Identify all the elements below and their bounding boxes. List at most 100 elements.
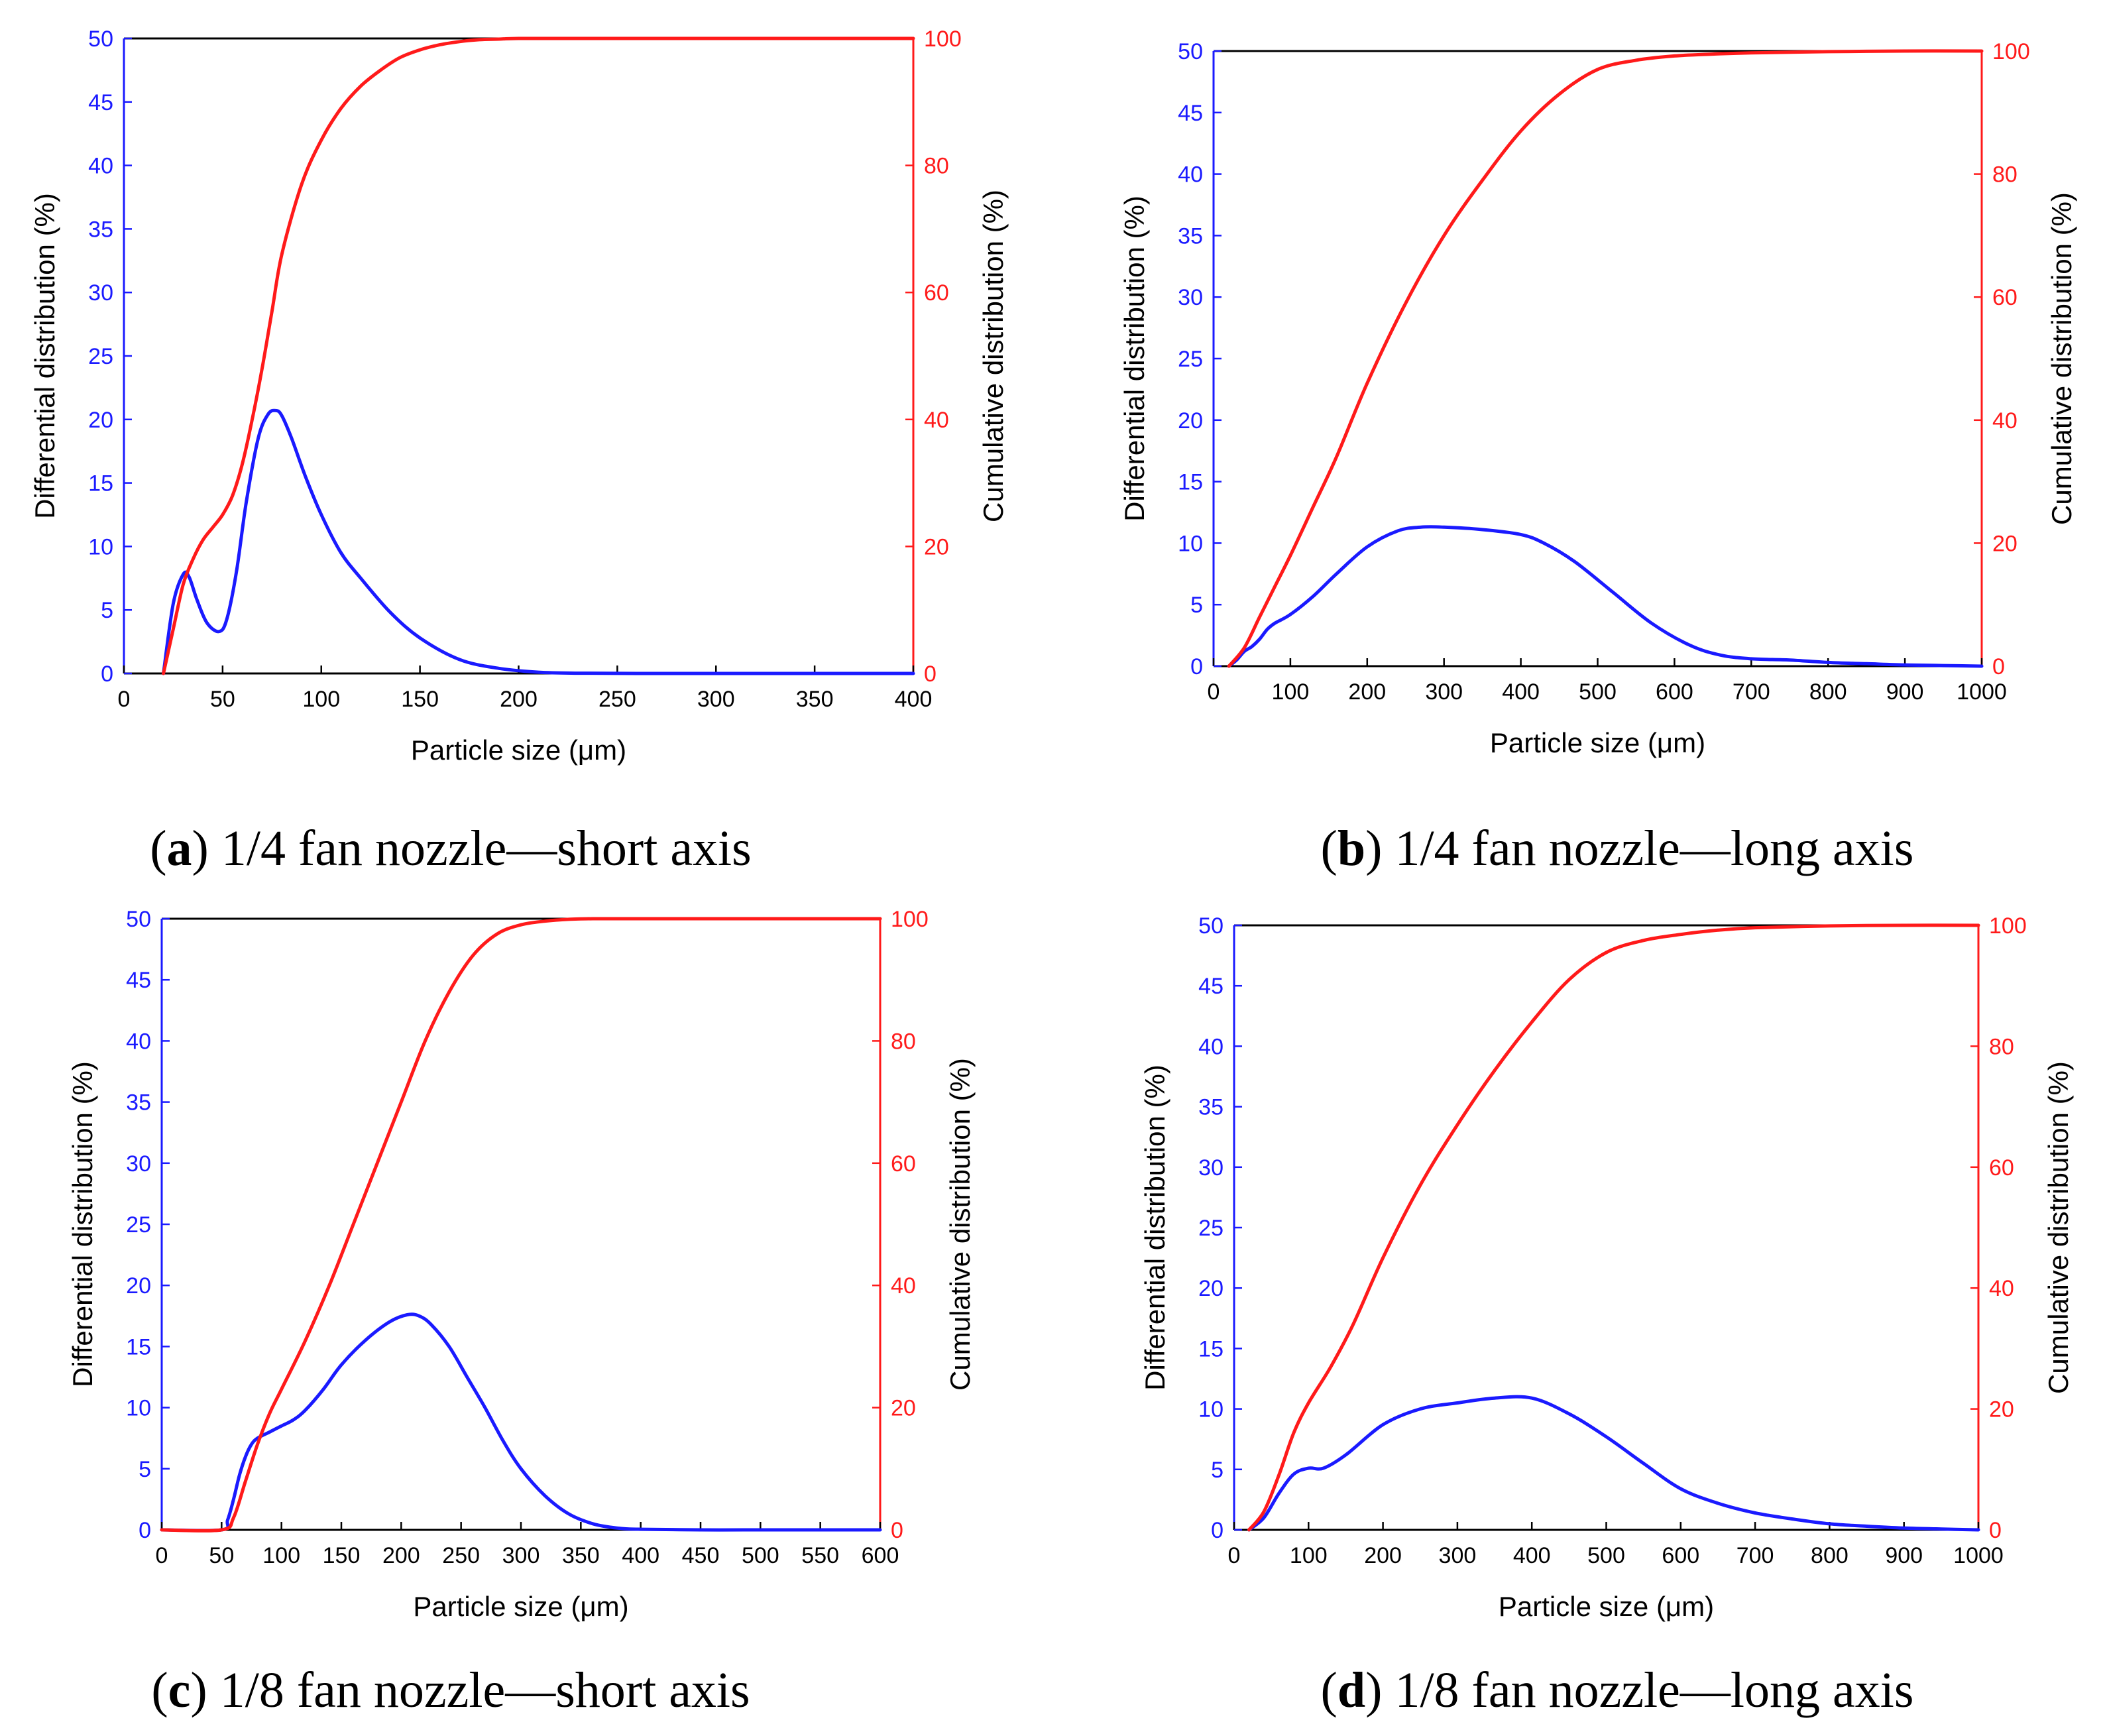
left-y-axis-title: Differential distribution (%) bbox=[1139, 1065, 1170, 1391]
left-y-tick-label: 25 bbox=[126, 1212, 151, 1238]
left-y-tick-label: 5 bbox=[101, 598, 113, 623]
right-y-tick-label: 20 bbox=[924, 534, 949, 559]
left-y-tick-label: 15 bbox=[1178, 470, 1203, 495]
left-y-tick-label: 0 bbox=[139, 1518, 151, 1543]
right-y-axis-title: Cumulative distribution (%) bbox=[2043, 1061, 2074, 1394]
left-y-tick-label: 45 bbox=[126, 968, 151, 993]
right-y-tick-label: 20 bbox=[891, 1396, 916, 1421]
caption-b: (b) 1/4 fan nozzle—long axis bbox=[1321, 821, 1914, 876]
right-y-tick-label: 40 bbox=[1992, 408, 2018, 434]
left-y-tick-label: 0 bbox=[1211, 1518, 1223, 1543]
right-y-tick-label: 100 bbox=[1989, 913, 2027, 939]
left-y-tick-label: 50 bbox=[1178, 39, 1203, 64]
left-y-tick-label: 35 bbox=[126, 1090, 151, 1116]
x-tick-label: 400 bbox=[1513, 1543, 1551, 1568]
right-y-tick-label: 80 bbox=[924, 154, 949, 179]
x-axis-title: Particle size (μm) bbox=[1499, 1591, 1714, 1622]
left-y-tick-label: 50 bbox=[88, 27, 113, 52]
left-y-tick-label: 10 bbox=[126, 1396, 151, 1421]
right-y-axis-title: Cumulative distribution (%) bbox=[978, 190, 1009, 522]
left-y-tick-label: 10 bbox=[88, 534, 113, 559]
x-tick-label: 200 bbox=[1348, 679, 1386, 705]
cumulative-distribution-line bbox=[1247, 923, 1980, 1532]
left-y-tick-label: 5 bbox=[1211, 1458, 1223, 1483]
panel-b: (b) 1/4 fan nozzle—long axis 0 100 200 300 4… bbox=[1119, 39, 2077, 876]
left-y-tick-label: 20 bbox=[126, 1273, 151, 1299]
x-tick-label: 350 bbox=[796, 687, 834, 712]
cumulative-distribution-line bbox=[1227, 49, 1984, 668]
x-tick-label: 100 bbox=[1290, 1543, 1328, 1568]
right-y-tick-label: 0 bbox=[924, 662, 937, 687]
left-y-tick-label: 50 bbox=[1198, 913, 1223, 939]
left-y-tick-label: 20 bbox=[88, 408, 113, 433]
panel-d: (d) 1/8 fan nozzle—long axis 0 100 200 300 4… bbox=[1139, 913, 2074, 1718]
right-y-tick-label: 40 bbox=[1989, 1276, 2014, 1301]
left-y-tick-label: 30 bbox=[126, 1151, 151, 1177]
right-y-tick-label: 80 bbox=[1992, 162, 2018, 188]
x-tick-label: 900 bbox=[1885, 1543, 1923, 1568]
right-y-tick-label: 20 bbox=[1992, 531, 2018, 556]
x-tick-label: 550 bbox=[801, 1543, 839, 1568]
left-y-tick-label: 45 bbox=[1178, 101, 1203, 126]
left-y-tick-label: 15 bbox=[88, 471, 113, 496]
x-tick-label: 50 bbox=[209, 1543, 234, 1568]
left-y-tick-label: 0 bbox=[1190, 654, 1203, 679]
x-tick-label: 0 bbox=[1208, 679, 1220, 705]
left-y-tick-label: 5 bbox=[1190, 593, 1203, 618]
left-y-tick-label: 25 bbox=[88, 344, 113, 369]
differential-distribution-line bbox=[1227, 525, 1984, 668]
differential-distribution-line bbox=[162, 408, 915, 675]
x-tick-label: 200 bbox=[500, 687, 538, 712]
x-tick-label: 150 bbox=[323, 1543, 361, 1568]
left-y-tick-label: 35 bbox=[88, 217, 113, 242]
cumulative-distribution-line bbox=[162, 36, 915, 675]
panel-c: (c) 1/8 fan nozzle—short axis 0 50 100 150 2… bbox=[67, 907, 976, 1718]
right-y-tick-label: 80 bbox=[891, 1029, 916, 1054]
left-y-axis-title: Differential distribution (%) bbox=[29, 193, 60, 519]
x-tick-label: 100 bbox=[262, 1543, 300, 1568]
left-y-tick-label: 10 bbox=[1178, 531, 1203, 556]
right-y-tick-label: 0 bbox=[1992, 654, 2005, 679]
x-axis-title: Particle size (μm) bbox=[413, 1591, 628, 1622]
x-tick-label: 100 bbox=[302, 687, 340, 712]
x-tick-label: 600 bbox=[862, 1543, 899, 1568]
left-y-tick-label: 20 bbox=[1198, 1276, 1223, 1301]
x-tick-label: 700 bbox=[1736, 1543, 1774, 1568]
left-y-tick-label: 50 bbox=[126, 907, 151, 932]
caption-d: (d) 1/8 fan nozzle—long axis bbox=[1321, 1662, 1914, 1718]
x-tick-label: 500 bbox=[742, 1543, 779, 1568]
right-y-tick-label: 20 bbox=[1989, 1397, 2014, 1422]
differential-distribution-line bbox=[1247, 1395, 1980, 1532]
x-tick-label: 50 bbox=[210, 687, 235, 712]
x-tick-label: 700 bbox=[1733, 679, 1770, 705]
right-y-tick-label: 100 bbox=[1992, 39, 2030, 64]
x-tick-label: 150 bbox=[401, 687, 439, 712]
right-y-tick-label: 60 bbox=[891, 1151, 916, 1177]
right-y-tick-label: 100 bbox=[891, 907, 929, 932]
left-y-tick-label: 40 bbox=[88, 154, 113, 179]
left-y-axis-title: Differential distribution (%) bbox=[67, 1061, 98, 1387]
left-y-tick-label: 25 bbox=[1198, 1216, 1223, 1241]
left-y-tick-label: 45 bbox=[88, 90, 113, 115]
x-tick-label: 100 bbox=[1272, 679, 1310, 705]
x-tick-label: 500 bbox=[1587, 1543, 1625, 1568]
x-tick-label: 250 bbox=[442, 1543, 480, 1568]
x-tick-label: 300 bbox=[502, 1543, 540, 1568]
left-y-tick-label: 10 bbox=[1198, 1397, 1223, 1422]
x-tick-label: 0 bbox=[1228, 1543, 1241, 1568]
right-y-axis-title: Cumulative distribution (%) bbox=[944, 1058, 976, 1391]
right-y-tick-label: 100 bbox=[924, 27, 962, 52]
x-tick-label: 0 bbox=[118, 687, 131, 712]
x-axis-title: Particle size (μm) bbox=[411, 734, 626, 766]
x-tick-label: 800 bbox=[1809, 679, 1847, 705]
x-tick-label: 300 bbox=[1439, 1543, 1477, 1568]
left-y-tick-label: 30 bbox=[1178, 285, 1203, 310]
x-tick-label: 600 bbox=[1656, 679, 1693, 705]
x-tick-label: 200 bbox=[382, 1543, 420, 1568]
left-y-tick-label: 15 bbox=[1198, 1336, 1223, 1361]
x-tick-label: 300 bbox=[697, 687, 735, 712]
left-y-tick-label: 15 bbox=[126, 1334, 151, 1360]
x-tick-label: 400 bbox=[895, 687, 933, 712]
left-y-tick-label: 40 bbox=[1198, 1034, 1223, 1059]
